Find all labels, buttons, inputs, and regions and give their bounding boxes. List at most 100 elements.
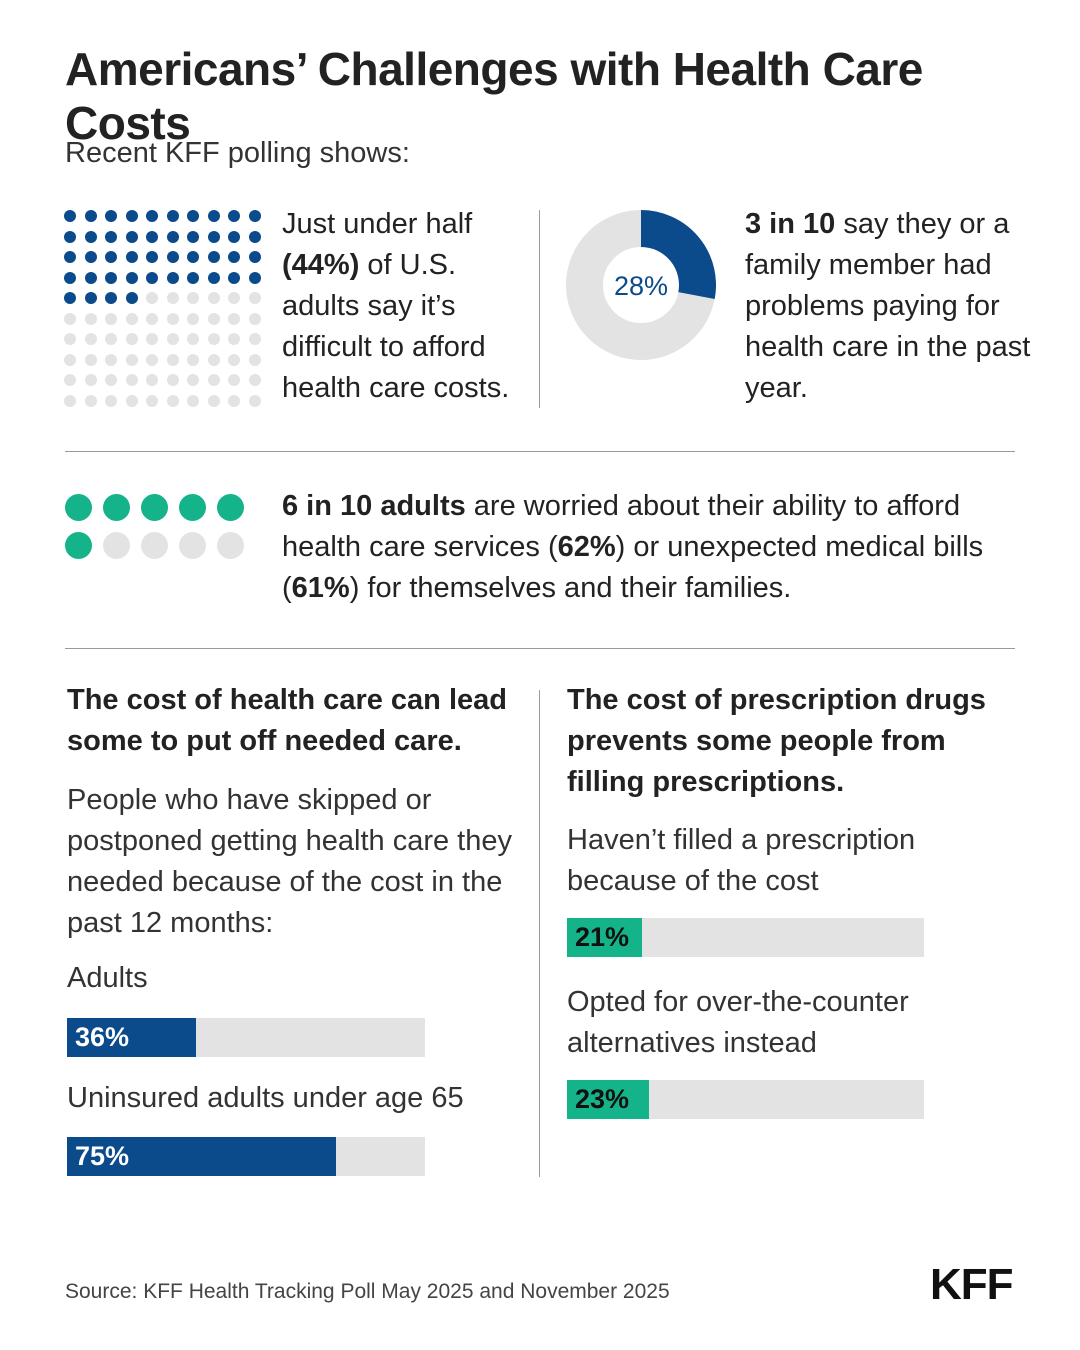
bar-category-label: Uninsured adults under age 65 xyxy=(67,1082,464,1114)
waffle-dot-filled xyxy=(64,210,76,222)
waffle-dot-empty xyxy=(105,374,117,386)
dot-filled xyxy=(65,532,92,559)
waffle-dot-filled xyxy=(166,210,179,222)
waffle-dot-filled xyxy=(228,230,240,243)
waffle-dot-filled xyxy=(84,271,97,284)
intro-text: Recent KFF polling shows: xyxy=(65,137,410,169)
waffle-dot-filled xyxy=(187,210,199,222)
waffle-dot-empty xyxy=(64,353,76,366)
waffle-dot-filled xyxy=(105,230,117,243)
waffle-dot-empty xyxy=(146,394,158,407)
stat2-bold: 3 in 10 xyxy=(745,208,836,240)
waffle-dot-empty xyxy=(105,312,117,325)
dot-filled xyxy=(179,494,206,521)
dot-filled xyxy=(65,494,92,521)
waffle-dot-filled xyxy=(207,251,220,263)
waffle-dot-filled xyxy=(64,271,76,284)
waffle-dot-empty xyxy=(146,292,158,304)
waffle-dot-filled xyxy=(125,292,138,304)
stat3-mid2: ) or unexpected medical bills ( xyxy=(282,531,984,604)
waffle-dot-filled xyxy=(248,251,261,263)
bar-not-filled xyxy=(567,918,642,957)
waffle-dot-empty xyxy=(146,333,158,345)
dot-filled xyxy=(103,494,130,521)
waffle-dot-filled xyxy=(166,230,179,243)
waffle-dot-filled xyxy=(228,251,240,263)
waffle-chart-6-in-10 xyxy=(65,494,245,564)
waffle-dot-filled xyxy=(187,251,199,263)
dot-filled xyxy=(141,494,168,521)
waffle-dot-empty xyxy=(207,312,220,325)
donut-chart-28: 28% xyxy=(566,210,716,360)
waffle-dot-filled xyxy=(146,210,158,222)
waffle-dot-filled xyxy=(105,210,117,222)
waffle-dot-filled xyxy=(105,251,117,263)
waffle-chart-44 xyxy=(64,210,269,415)
waffle-dot-empty xyxy=(187,333,199,345)
bar-otc xyxy=(567,1080,650,1119)
waffle-dot-filled xyxy=(248,210,261,222)
waffle-dot-filled xyxy=(125,210,138,222)
waffle-dot-empty xyxy=(207,374,220,386)
bar-category-label: Adults xyxy=(67,962,148,994)
waffle-dot-empty xyxy=(84,374,97,386)
waffle-dot-empty xyxy=(64,394,76,407)
waffle-dot-filled xyxy=(228,271,240,284)
stat-difficult-to-afford: Just under half (44%) of U.S. adults say… xyxy=(282,204,532,409)
waffle-dot-filled xyxy=(228,210,240,222)
waffle-dot-filled xyxy=(187,271,199,284)
waffle-dot-filled xyxy=(84,230,97,243)
kff-logo: KFF xyxy=(930,1260,1014,1309)
stat-problems-paying: 3 in 10 say they or a family member had … xyxy=(745,204,1045,409)
bar-uninsured xyxy=(67,1137,336,1176)
waffle-dot-empty xyxy=(228,394,240,407)
waffle-dot-filled xyxy=(166,251,179,263)
waffle-dot-empty xyxy=(207,333,220,345)
waffle-dot-filled xyxy=(125,230,138,243)
waffle-dot-filled xyxy=(64,230,76,243)
waffle-dot-empty xyxy=(125,353,138,366)
bar-track: 75% xyxy=(67,1137,425,1176)
waffle-dot-empty xyxy=(248,333,261,345)
waffle-dot-empty xyxy=(146,353,158,366)
waffle-dot-filled xyxy=(84,210,97,222)
waffle-dot-empty xyxy=(64,312,76,325)
waffle-dot-empty xyxy=(228,374,240,386)
waffle-dot-filled xyxy=(125,271,138,284)
waffle-dot-empty xyxy=(146,312,158,325)
waffle-dot-empty xyxy=(187,353,199,366)
donut-slice xyxy=(640,210,716,300)
bar-track: 36% xyxy=(67,1018,425,1057)
waffle-dot-filled xyxy=(207,230,220,243)
bar-value-label: 21% xyxy=(575,922,630,952)
waffle-dot-empty xyxy=(84,353,97,366)
bar-adults xyxy=(67,1018,196,1057)
waffle-dot-empty xyxy=(64,374,76,386)
waffle-dot-filled xyxy=(248,230,261,243)
waffle-dot-filled xyxy=(146,271,158,284)
waffle-dot-empty xyxy=(166,374,179,386)
waffle-dot-empty xyxy=(105,353,117,366)
bar-track: 23% xyxy=(567,1080,924,1119)
waffle-dot-empty xyxy=(125,394,138,407)
waffle-dot-filled xyxy=(105,271,117,284)
waffle-dot-empty xyxy=(248,292,261,304)
left-heading: The cost of health care can lead some to… xyxy=(67,684,507,757)
vertical-divider xyxy=(539,210,540,408)
horizontal-divider xyxy=(65,648,1015,649)
waffle-dot-empty xyxy=(248,394,261,407)
vertical-divider xyxy=(539,690,540,1177)
stat1-pre: Just under half xyxy=(282,208,473,240)
waffle-dot-filled xyxy=(207,271,220,284)
waffle-dot-empty xyxy=(125,333,138,345)
right-heading: The cost of prescription drugs prevents … xyxy=(567,684,986,798)
stat3-bold1: 6 in 10 adults xyxy=(282,490,466,522)
waffle-dot-filled xyxy=(207,210,220,222)
waffle-dot-empty xyxy=(105,333,117,345)
waffle-dot-empty xyxy=(146,374,158,386)
waffle-dot-empty xyxy=(84,333,97,345)
stat3-mid1: are worried about their ability to affor… xyxy=(282,490,961,563)
stat2-post: say they or a family member had problems… xyxy=(745,208,1031,404)
horizontal-divider xyxy=(65,451,1015,452)
waffle-dot-empty xyxy=(228,292,240,304)
